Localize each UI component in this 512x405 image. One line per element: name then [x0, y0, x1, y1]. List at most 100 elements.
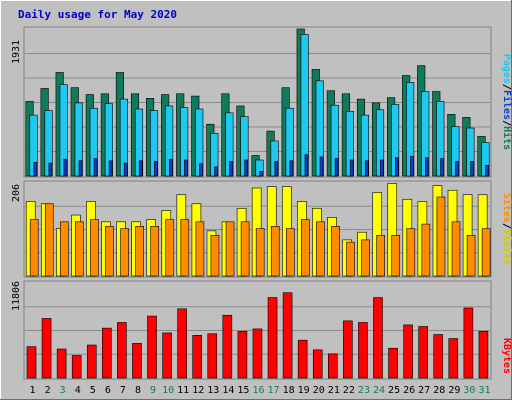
legend-visits: Visits [501, 229, 512, 265]
pages-bar-day-12 [199, 163, 203, 177]
sites-bar-day-31 [481, 228, 491, 277]
legend-pages: Pages [501, 54, 512, 84]
sites-bar-day-14 [225, 221, 235, 277]
sites-bar-day-19 [301, 219, 310, 277]
x-label-day-12: 12 [192, 385, 204, 396]
pages-bar-day-5 [93, 158, 98, 177]
pages-bar-day-7 [123, 162, 128, 177]
x-label-day-16: 16 [252, 385, 264, 396]
legend-sep-1: / [501, 84, 512, 90]
bars-layer [25, 28, 491, 379]
sites-bar-day-4 [75, 221, 84, 277]
kbytes-bar-day-24 [373, 297, 383, 379]
sites-bar-day-5 [90, 219, 99, 277]
sites-bar-day-28 [436, 196, 446, 277]
pages-bar-day-30 [470, 161, 474, 177]
sites-bar-day-1 [29, 219, 39, 277]
kbytes-bar-day-7 [117, 322, 127, 379]
kbytes-bar-day-2 [41, 318, 52, 379]
sites-bar-day-16 [255, 228, 265, 277]
x-label-day-21: 21 [328, 385, 340, 396]
pages-bar-day-24 [379, 159, 384, 177]
legend-kbytes: KBytes [501, 338, 512, 374]
sites-bar-day-9 [150, 226, 160, 277]
sites-bar-day-11 [180, 219, 190, 277]
sites-bar-day-3 [60, 221, 69, 277]
pages-bar-day-2 [48, 162, 53, 177]
pages-bar-day-21 [334, 158, 339, 177]
kbytes-bar-day-14 [222, 314, 233, 379]
pages-bar-day-23 [364, 160, 369, 177]
x-label-day-2: 2 [45, 385, 51, 396]
kbytes-bar-day-3 [56, 348, 67, 379]
pages-bar-day-22 [349, 159, 354, 177]
sites-bar-day-24 [376, 235, 385, 277]
sites-bar-day-2 [44, 203, 54, 277]
legend-files: Files [501, 90, 512, 120]
sites-bar-day-13 [210, 235, 220, 277]
x-label-day-1: 1 [30, 385, 36, 396]
kbytes-bar-day-15 [237, 331, 248, 379]
x-label-day-6: 6 [105, 385, 111, 396]
x-label-day-9: 9 [150, 385, 156, 396]
kbytes-ymax-label: 11806 [11, 281, 22, 311]
x-label-day-3: 3 [60, 385, 66, 396]
pages-bar-day-31 [485, 165, 490, 177]
pages-bar-day-17 [274, 161, 279, 177]
hits-ymax-label: 1931 [11, 40, 22, 64]
x-label-day-29: 29 [448, 385, 460, 396]
pages-bar-day-9 [154, 161, 158, 177]
sites-bar-day-12 [195, 221, 205, 277]
x-label-day-8: 8 [135, 385, 141, 396]
x-label-day-11: 11 [177, 385, 189, 396]
kbytes-bar-day-9 [147, 315, 157, 379]
x-label-day-17: 17 [268, 385, 280, 396]
sites-bar-day-22 [346, 241, 355, 277]
x-label-day-18: 18 [283, 385, 295, 396]
pages-bar-day-11 [184, 159, 188, 177]
legend-sites: Sites [501, 193, 512, 223]
x-label-day-14: 14 [222, 385, 234, 396]
sites-bar-day-26 [406, 228, 416, 277]
sites-bar-day-15 [240, 221, 250, 277]
legend-sep-2: / [501, 120, 512, 126]
sites-bar-day-25 [391, 235, 401, 277]
x-label-day-10: 10 [162, 385, 174, 396]
x-axis-labels: 1 2 3 4 5 6 7 8 9 10 11 12 13 14 15 16 17 18 19 20 21 22 23 24 2… [30, 385, 491, 396]
kbytes-bar-day-19 [297, 339, 308, 379]
x-label-day-27: 27 [418, 385, 430, 396]
x-label-day-26: 26 [403, 385, 415, 396]
kbytes-bar-day-22 [343, 320, 353, 379]
pages-bar-day-19 [304, 154, 309, 177]
pages-bar-day-6 [108, 160, 113, 177]
x-label-day-13: 13 [207, 385, 219, 396]
pages-bar-day-18 [289, 160, 294, 177]
sites-bar-day-30 [466, 235, 476, 277]
kbytes-bar-day-30 [463, 307, 474, 379]
kbytes-bar-day-11 [177, 308, 187, 379]
kbytes-bar-day-25 [388, 347, 398, 379]
kbytes-bar-day-18 [282, 292, 293, 379]
sites-bar-day-20 [316, 221, 325, 277]
kbytes-bar-day-28 [433, 334, 444, 379]
pages-bar-day-16 [259, 171, 264, 177]
sites-bar-day-7 [120, 228, 129, 277]
kbytes-bar-day-6 [102, 327, 112, 379]
x-label-day-20: 20 [313, 385, 325, 396]
x-label-day-5: 5 [90, 385, 96, 396]
kbytes-bar-day-26 [403, 324, 413, 379]
sites-bar-day-21 [331, 226, 340, 277]
pages-bar-day-26 [410, 155, 414, 177]
sites-bar-day-29 [451, 221, 461, 277]
pages-bar-day-27 [425, 157, 429, 177]
pages-bar-day-14 [229, 161, 233, 177]
kbytes-bar-day-5 [86, 344, 97, 379]
kbytes-bar-day-17 [267, 297, 278, 379]
sites-bar-day-17 [270, 226, 280, 277]
x-label-day-22: 22 [343, 385, 355, 396]
pages-bar-day-15 [244, 159, 249, 177]
sites-bar-day-27 [421, 223, 431, 277]
x-label-day-28: 28 [433, 385, 445, 396]
sites-bar-day-10 [165, 219, 175, 277]
